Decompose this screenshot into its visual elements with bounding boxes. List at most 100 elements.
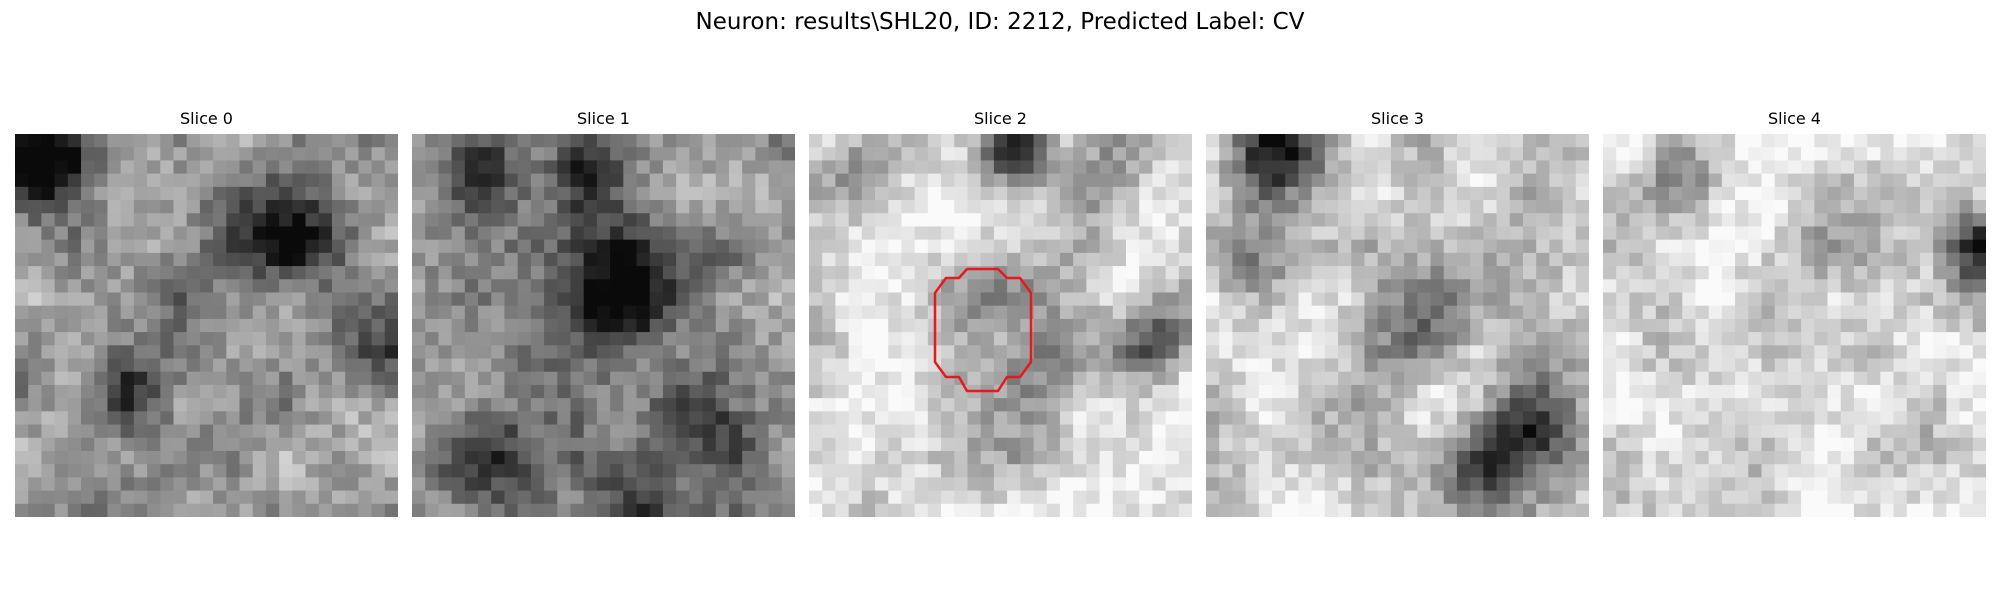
pixel-cell bbox=[173, 173, 188, 188]
pixel-cell bbox=[1298, 398, 1313, 412]
pixel-cell bbox=[371, 490, 386, 505]
pixel-cell bbox=[583, 490, 598, 505]
pixel-cell bbox=[133, 490, 148, 505]
pixel-cell bbox=[81, 173, 95, 188]
pixel-cell bbox=[1748, 305, 1763, 320]
pixel-cell bbox=[318, 200, 333, 214]
pixel-cell bbox=[649, 424, 664, 439]
pixel-cell bbox=[596, 160, 611, 175]
pixel-cell bbox=[689, 477, 704, 492]
pixel-cell bbox=[781, 252, 795, 267]
pixel-cell bbox=[1562, 371, 1577, 386]
pixel-cell bbox=[715, 424, 730, 439]
pixel-cell bbox=[875, 358, 889, 373]
pixel-cell bbox=[1682, 200, 1697, 214]
pixel-cell bbox=[279, 160, 293, 175]
pixel-cell bbox=[1272, 160, 1286, 175]
pixel-cell bbox=[305, 345, 320, 360]
pixel-cell bbox=[478, 477, 492, 492]
pixel-cell bbox=[15, 503, 29, 517]
pixel-cell bbox=[1483, 398, 1498, 412]
pixel-cell bbox=[1351, 213, 1366, 228]
pixel-cell bbox=[1536, 200, 1550, 214]
pixel-cell bbox=[318, 332, 333, 346]
pixel-cell bbox=[1139, 213, 1153, 228]
pixel-cell bbox=[570, 186, 585, 201]
pixel-cell bbox=[120, 477, 135, 492]
pixel-cell bbox=[41, 266, 56, 280]
pixel-cell bbox=[265, 477, 280, 492]
pixel-cell bbox=[888, 160, 903, 175]
pixel-cell bbox=[1959, 464, 1974, 478]
pixel-cell bbox=[1774, 371, 1789, 386]
pixel-cell bbox=[491, 464, 506, 478]
pixel-cell bbox=[1272, 450, 1286, 465]
pixel-cell bbox=[649, 186, 664, 201]
pixel-cell bbox=[1139, 147, 1153, 162]
pixel-cell bbox=[226, 411, 241, 426]
pixel-cell bbox=[331, 305, 346, 320]
pixel-cell bbox=[107, 345, 122, 360]
pixel-cell bbox=[967, 186, 982, 201]
pixel-cell bbox=[1906, 490, 1921, 505]
pixel-cell bbox=[1073, 160, 1087, 175]
pixel-cell bbox=[715, 160, 730, 175]
pixel-cell bbox=[1906, 173, 1921, 188]
pixel-cell bbox=[1972, 213, 1986, 228]
pixel-cell bbox=[1033, 424, 1048, 439]
pixel-cell bbox=[1761, 292, 1776, 307]
pixel-cell bbox=[1575, 384, 1589, 399]
pixel-cell bbox=[1906, 464, 1921, 478]
pixel-cell bbox=[517, 266, 532, 280]
pixel-cell bbox=[941, 134, 955, 148]
pixel-cell bbox=[1522, 213, 1537, 228]
pixel-cell bbox=[967, 424, 982, 439]
pixel-cell bbox=[1761, 134, 1776, 148]
pixel-cell bbox=[54, 252, 69, 267]
pixel-cell bbox=[1655, 134, 1670, 148]
pixel-cell bbox=[1603, 358, 1617, 373]
pixel-cell bbox=[478, 279, 492, 294]
pixel-cell bbox=[213, 213, 227, 228]
pixel-cell bbox=[781, 318, 795, 333]
pixel-cell bbox=[1893, 134, 1908, 148]
pixel-cell bbox=[676, 477, 690, 492]
pixel-cell bbox=[1748, 424, 1763, 439]
pixel-cell bbox=[1695, 252, 1710, 267]
pixel-cell bbox=[1735, 490, 1749, 505]
pixel-cell bbox=[54, 332, 69, 346]
pixel-cell bbox=[662, 411, 677, 426]
pixel-cell bbox=[41, 503, 56, 517]
pixel-cell bbox=[702, 147, 717, 162]
pixel-cell bbox=[147, 279, 161, 294]
pixel-cell bbox=[1470, 424, 1484, 439]
pixel-cell bbox=[1483, 371, 1498, 386]
pixel-cell bbox=[848, 186, 863, 201]
pixel-cell bbox=[279, 371, 293, 386]
pixel-cell bbox=[1562, 305, 1577, 320]
pixel-cell bbox=[901, 252, 916, 267]
pixel-cell bbox=[252, 450, 267, 465]
pixel-cell bbox=[186, 173, 201, 188]
pixel-cell bbox=[861, 160, 876, 175]
pixel-cell bbox=[371, 477, 386, 492]
pixel-cell bbox=[1562, 503, 1577, 517]
pixel-cell bbox=[941, 477, 955, 492]
pixel-cell bbox=[1073, 173, 1087, 188]
pixel-cell bbox=[623, 200, 638, 214]
pixel-cell bbox=[1801, 226, 1815, 241]
pixel-cell bbox=[1735, 226, 1749, 241]
pixel-cell bbox=[649, 266, 664, 280]
pixel-cell bbox=[530, 384, 545, 399]
pixel-cell bbox=[1536, 358, 1550, 373]
pixel-cell bbox=[412, 371, 426, 386]
pixel-cell bbox=[318, 318, 333, 333]
pixel-cell bbox=[107, 279, 122, 294]
pixel-cell bbox=[809, 398, 823, 412]
pixel-cell bbox=[1867, 186, 1881, 201]
pixel-cell bbox=[1417, 200, 1432, 214]
pixel-cell bbox=[728, 252, 743, 267]
pixel-cell bbox=[649, 279, 664, 294]
pixel-cell bbox=[557, 160, 572, 175]
pixel-cell bbox=[81, 424, 95, 439]
